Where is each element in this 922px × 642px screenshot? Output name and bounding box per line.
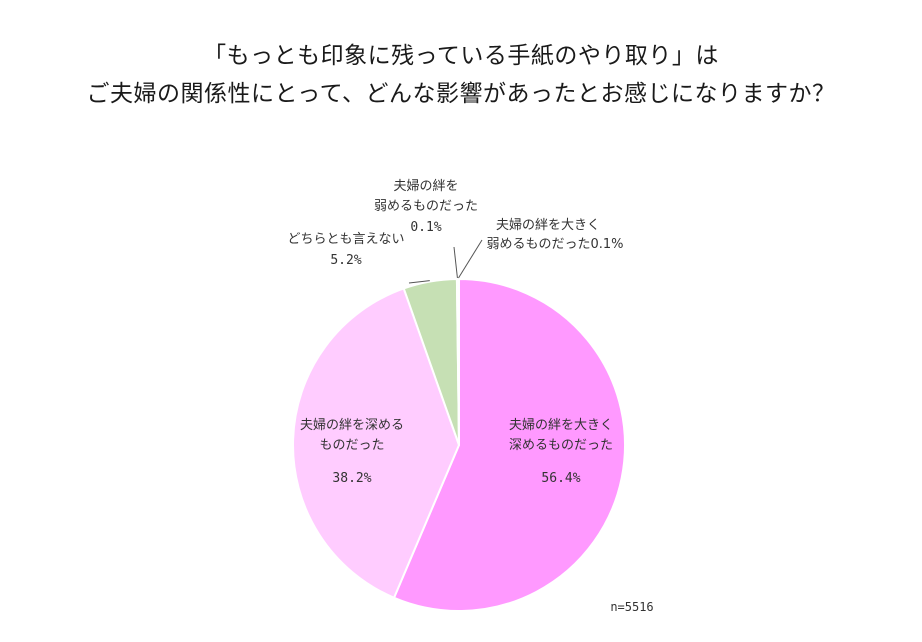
pie-slice-strengthened — [292, 287, 461, 600]
chart-title-line-1: 「もっとも印象に残っている手紙のやり取り」は — [203, 43, 719, 69]
slice-label-strengthened-line-2: ものだった — [319, 438, 384, 453]
sample-size-note: n=5516 — [610, 600, 653, 614]
leader-line-weakened — [453, 246, 458, 279]
leader-lines — [408, 239, 483, 284]
slice-label-very-weakened-line-1: 夫婦の絆を大きく — [496, 217, 600, 233]
chart-title-line-2: ご夫婦の関係性にとって、どんな影響があったとお感じになりますか？ — [86, 81, 836, 107]
pie-slice-very-weakened — [456, 277, 460, 446]
slice-value-very-strengthened: 56.4% — [541, 471, 580, 486]
slice-label-neutral: どちらとも言えない — [287, 232, 404, 247]
slice-label-weakened-line-1: 夫婦の絆を — [393, 178, 458, 194]
leader-line-very-weakened — [458, 239, 483, 279]
slice-label-very-weakened-line-2: 弱めるものだった0.1% — [486, 237, 623, 252]
slice-value-strengthened: 38.2% — [332, 471, 371, 486]
slice-label-very-strengthened-line-2: 深めるものだった — [509, 438, 613, 453]
slice-value-neutral: 5.2% — [330, 253, 361, 268]
slice-label-strengthened-line-1: 夫婦の絆を深める — [300, 417, 404, 433]
slice-value-weakened: 0.1% — [410, 220, 441, 235]
pie-slice-very-strengthened — [392, 277, 626, 612]
slice-label-weakened-line-2: 弱めるものだった — [374, 199, 478, 214]
leader-line-neutral — [408, 280, 430, 284]
pie-slices — [292, 277, 626, 612]
slice-label-very-strengthened-line-1: 夫婦の絆を大きく — [509, 417, 613, 433]
